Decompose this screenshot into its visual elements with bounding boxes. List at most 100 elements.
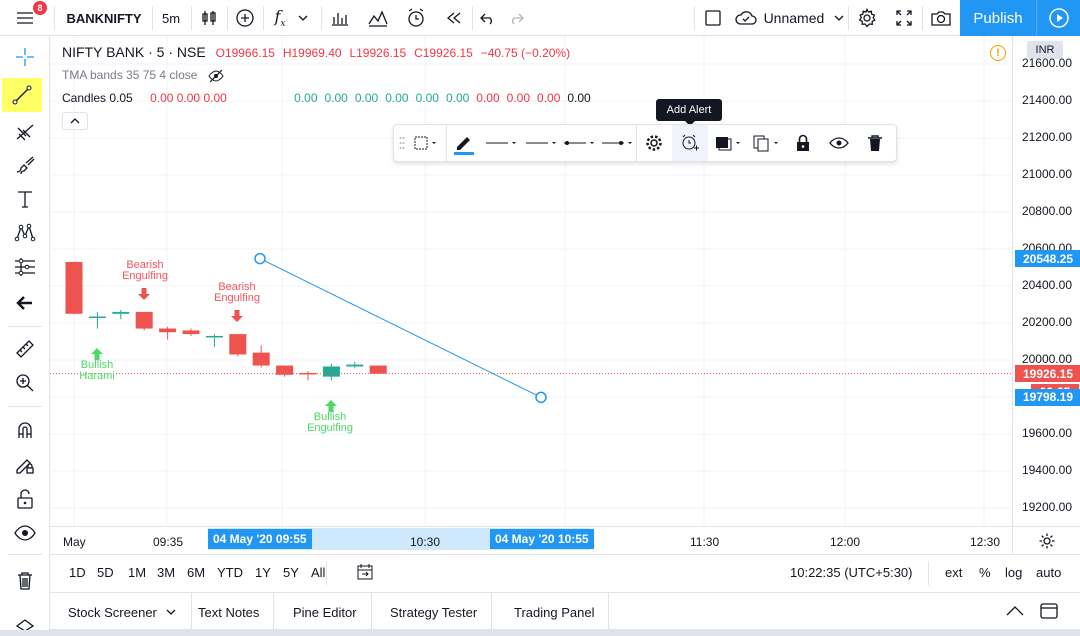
compare-symbol-button[interactable] <box>228 0 262 36</box>
publish-button[interactable]: Publish <box>960 0 1036 36</box>
remove-drawings-tool[interactable] <box>0 564 50 598</box>
line-color-button[interactable] <box>446 125 480 161</box>
tab-strategy-tester[interactable]: Strategy Tester <box>376 593 493 631</box>
extended-hours-toggle[interactable]: ext <box>945 565 963 580</box>
pattern-tool[interactable] <box>0 216 50 250</box>
range-button-6m[interactable]: 6M <box>187 565 206 580</box>
back-arrow-tool[interactable] <box>0 286 50 320</box>
broadcast-button[interactable] <box>1036 0 1080 36</box>
range-button-5d[interactable]: 5D <box>97 565 114 580</box>
warning-icon[interactable]: ! <box>990 45 1006 61</box>
indicator-value: 0.00 <box>324 91 348 105</box>
line-start-time-tag: 04 May '20 09:55 <box>208 529 312 549</box>
log-scale-toggle[interactable]: log <box>1005 565 1023 580</box>
alert-button[interactable] <box>398 0 434 36</box>
tab-text-notes[interactable]: Text Notes <box>184 593 275 631</box>
measure-tool[interactable] <box>0 332 50 366</box>
templates-button[interactable] <box>322 0 358 36</box>
drawing-settings-button[interactable] <box>636 125 670 161</box>
hide-toolbar-tool[interactable] <box>0 608 50 636</box>
range-button-1y[interactable]: 1Y <box>255 565 271 580</box>
gear-icon <box>645 135 662 151</box>
auto-scale-toggle[interactable]: auto <box>1036 565 1062 580</box>
range-button-1m[interactable]: 1M <box>128 565 147 580</box>
delete-drawing-button[interactable] <box>858 125 892 161</box>
pattern-icon <box>14 223 36 242</box>
collapse-legend-button[interactable] <box>62 112 88 130</box>
indicators-button[interactable]: fx <box>264 0 320 36</box>
crosshair-tool[interactable] <box>0 40 50 74</box>
time-label: 11:30 <box>690 535 720 549</box>
currency-label[interactable]: INR <box>1027 41 1063 59</box>
maximize-panel-button[interactable] <box>1040 603 1058 622</box>
symbol-search-button[interactable]: BANKNIFTY <box>66 10 142 26</box>
percent-scale-toggle[interactable]: % <box>979 565 991 580</box>
range-button-all[interactable]: All <box>311 565 326 580</box>
collapse-panel-button[interactable] <box>1005 604 1025 621</box>
hide-drawings-tool[interactable] <box>0 516 50 550</box>
indicator-tma-title[interactable]: TMA bands 35 75 4 close <box>62 68 198 82</box>
line-end-dropdown[interactable] <box>598 125 636 161</box>
axis-settings-button[interactable] <box>1012 526 1080 554</box>
goto-date-button[interactable] <box>356 563 376 584</box>
replay-button[interactable] <box>436 0 472 36</box>
indicator-candles-values-b: 0.00 0.00 0.00 0.00 0.00 0.00 0.00 0.00 0.00 0.00 <box>294 91 598 105</box>
trash-icon <box>868 135 882 151</box>
snapshot-button[interactable] <box>924 0 958 36</box>
prediction-tool[interactable] <box>0 250 50 284</box>
magnet-tool[interactable] <box>0 414 50 448</box>
drag-handle[interactable] <box>396 125 408 161</box>
line-width-dropdown[interactable] <box>482 125 520 161</box>
settings-button[interactable] <box>850 0 884 36</box>
lock-drawing-button[interactable] <box>786 125 820 161</box>
bullish-harami-label: Bullish Harami <box>79 359 115 382</box>
clone-dropdown[interactable] <box>748 125 784 161</box>
visual-order-dropdown[interactable] <box>710 125 746 161</box>
price-label: 19400.00 <box>1021 463 1072 477</box>
candle-body <box>88 316 106 319</box>
diamond-icon <box>15 619 35 632</box>
undo-button[interactable] <box>474 0 502 36</box>
add-alert-button[interactable] <box>672 125 708 161</box>
redo-button[interactable] <box>502 0 530 36</box>
line-end-time-tag: 04 May '20 10:55 <box>490 529 594 549</box>
range-button-ytd[interactable]: YTD <box>217 565 243 580</box>
brush-icon <box>16 156 35 175</box>
interval-button[interactable]: 5m <box>161 10 181 26</box>
tab-stock-screener[interactable]: Stock Screener <box>54 593 192 631</box>
chart-pane[interactable]: Bearish Engulfing Bearish Engulfing Bullis… <box>50 36 1012 526</box>
fib-tool[interactable] <box>0 114 50 148</box>
fullscreen-button[interactable] <box>886 0 922 36</box>
price-axis[interactable]: INR 21600.00 21400.00 21200.00 21000.00 2080… <box>1012 36 1080 526</box>
square-icon <box>705 10 721 26</box>
lock-all-tool[interactable] <box>0 482 50 516</box>
templates-dropdown[interactable] <box>410 125 442 161</box>
lock-drawings-tool[interactable] <box>0 448 50 482</box>
zoom-in-tool[interactable] <box>0 366 50 400</box>
range-button-5y[interactable]: 5Y <box>283 565 299 580</box>
trend-line-drawing <box>254 252 547 404</box>
eye-off-icon[interactable] <box>207 69 225 83</box>
indicator-candles-title[interactable]: Candles 0.05 <box>62 91 133 105</box>
time-axis[interactable]: May 09:35 10:30 11:30 12:00 12:30 04 May '20 … <box>50 526 1012 554</box>
legend-symbol-title[interactable]: NIFTY BANK · 5 · NSE <box>62 44 206 60</box>
range-button-3m[interactable]: 3M <box>157 565 176 580</box>
range-button-1d[interactable]: 1D <box>69 565 86 580</box>
line-style-dropdown[interactable] <box>522 125 560 161</box>
tab-pine-editor[interactable]: Pine Editor <box>279 593 372 631</box>
chart-type-button[interactable] <box>192 0 226 36</box>
candle-body <box>159 328 177 333</box>
text-tool[interactable] <box>0 182 50 216</box>
price-label: 20200.00 <box>1021 315 1072 329</box>
trend-line-tool[interactable] <box>2 78 42 112</box>
layout-select-button[interactable] <box>698 0 728 36</box>
line-start-dropdown[interactable] <box>560 125 598 161</box>
tab-trading-panel[interactable]: Trading Panel <box>500 593 610 631</box>
layout-name-button[interactable]: Unnamed <box>734 0 846 36</box>
hide-drawing-button[interactable] <box>822 125 856 161</box>
clock-timezone[interactable]: 10:22:35 (UTC+5:30) <box>790 565 913 580</box>
brush-tool[interactable] <box>0 148 50 182</box>
calendar-arrow-icon <box>357 564 373 580</box>
main-menu-button[interactable]: 8 <box>0 0 50 36</box>
ideas-button[interactable] <box>360 0 396 36</box>
